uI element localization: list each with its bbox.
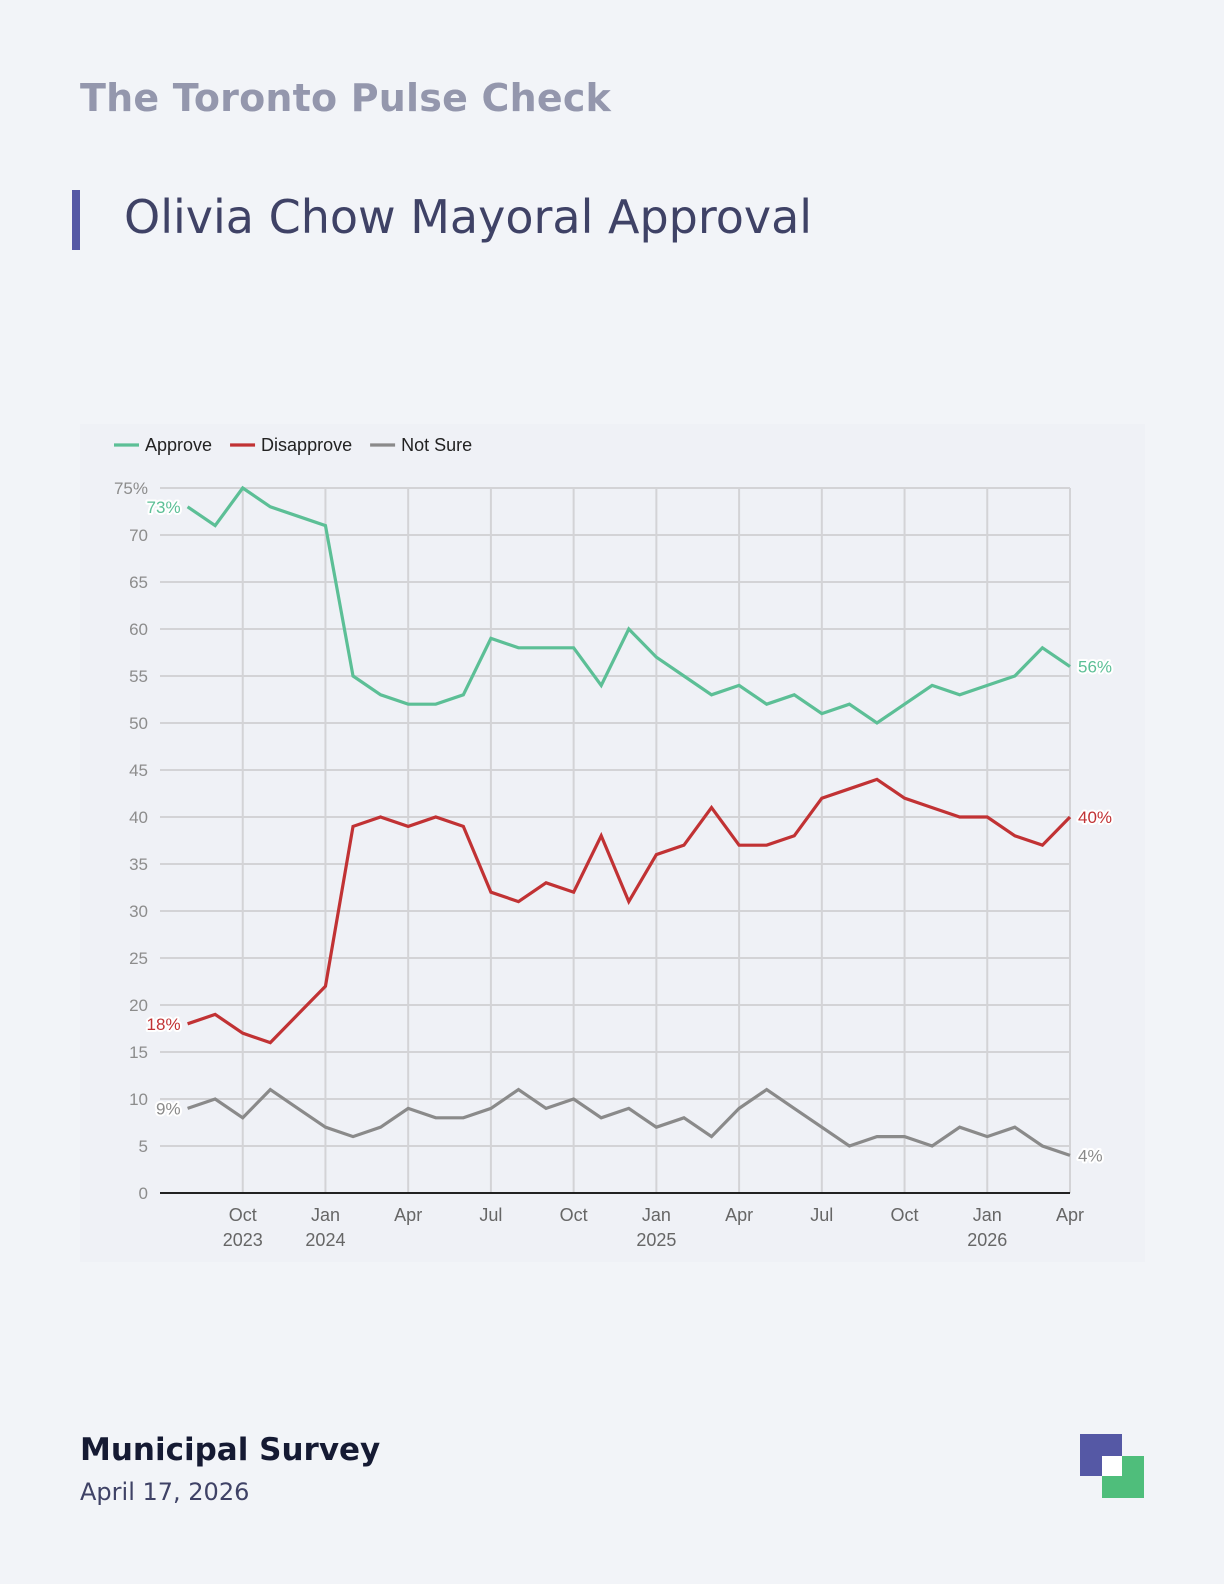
y-tick-label: 10 xyxy=(129,1090,148,1109)
y-tick-label: 15 xyxy=(129,1043,148,1062)
y-tick-label: 65 xyxy=(129,573,148,592)
chart-title: Olivia Chow Mayoral Approval xyxy=(124,190,813,244)
publication-name: The Toronto Pulse Check xyxy=(80,76,612,120)
logo-overlap xyxy=(1102,1456,1122,1476)
last-value-label-not_sure: 4% xyxy=(1078,1146,1103,1165)
series-line-not_sure xyxy=(187,1087,1071,1157)
last-value-label-disapprove: 40% xyxy=(1078,808,1112,827)
y-tick-label: 60 xyxy=(129,620,148,639)
x-tick-label: Oct xyxy=(229,1205,257,1225)
x-tick-year-label: 2024 xyxy=(305,1230,345,1250)
x-tick-year-label: 2026 xyxy=(967,1230,1007,1250)
series-line-disapprove xyxy=(187,777,1072,1045)
overlapping-squares-logo-icon xyxy=(1080,1434,1144,1498)
first-value-label-not_sure: 9% xyxy=(156,1099,181,1118)
x-tick-label: Oct xyxy=(560,1205,588,1225)
chart-legend: Approve Disapprove Not Sure xyxy=(114,435,472,455)
y-axis: 0 5 10 15 20 25 30 35 40 45 50 55 60 65 70 75% xyxy=(114,479,148,1203)
footer-date: April 17, 2026 xyxy=(80,1478,250,1506)
series-line-approve xyxy=(186,485,1071,725)
x-tick-label: Apr xyxy=(394,1205,422,1225)
legend-label-disapprove: Disapprove xyxy=(261,435,352,455)
end-labels: 73% 56% 18% 40% 9% 4% xyxy=(145,496,1114,1168)
title-accent-bar xyxy=(72,190,80,250)
y-tick-label: 0 xyxy=(139,1184,148,1203)
x-tick-label: Apr xyxy=(1056,1205,1084,1225)
x-tick-label: Oct xyxy=(891,1205,919,1225)
legend-label-not_sure: Not Sure xyxy=(401,435,472,455)
x-axis: Oct 2023 Jan 2024 Apr Jul Oct Jan 2025 Apr Jul Oct J… xyxy=(160,1192,1084,1250)
y-tick-label: 45 xyxy=(129,761,148,780)
y-tick-label: 5 xyxy=(139,1137,148,1156)
x-tick-label: Jan xyxy=(311,1205,340,1225)
y-tick-label: 75% xyxy=(114,479,148,498)
y-tick-label: 50 xyxy=(129,714,148,733)
x-tick-label: Jan xyxy=(642,1205,671,1225)
y-tick-label: 25 xyxy=(129,949,148,968)
y-tick-label: 70 xyxy=(129,526,148,545)
first-value-label-approve: 73% xyxy=(147,498,181,517)
footer-survey-title: Municipal Survey xyxy=(80,1432,381,1468)
y-tick-label: 40 xyxy=(129,808,148,827)
y-tick-label: 35 xyxy=(129,855,148,874)
x-tick-label: Jul xyxy=(810,1205,833,1225)
last-value-label-approve: 56% xyxy=(1078,658,1112,677)
y-tick-label: 20 xyxy=(129,996,148,1015)
chart-panel: 0 5 10 15 20 25 30 35 40 45 50 55 60 65 70 75% Oct 2023 J… xyxy=(80,424,1145,1262)
first-value-label-disapprove: 18% xyxy=(147,1015,181,1034)
legend-label-approve: Approve xyxy=(145,435,212,455)
x-tick-label: Apr xyxy=(725,1205,753,1225)
chart-grid xyxy=(160,487,1071,1193)
x-tick-label: Jul xyxy=(479,1205,502,1225)
chart-series xyxy=(186,485,1072,1157)
y-tick-label: 55 xyxy=(129,667,148,686)
x-tick-year-label: 2023 xyxy=(223,1230,263,1250)
y-tick-label: 30 xyxy=(129,902,148,921)
x-tick-year-label: 2025 xyxy=(636,1230,676,1250)
x-tick-label: Jan xyxy=(973,1205,1002,1225)
